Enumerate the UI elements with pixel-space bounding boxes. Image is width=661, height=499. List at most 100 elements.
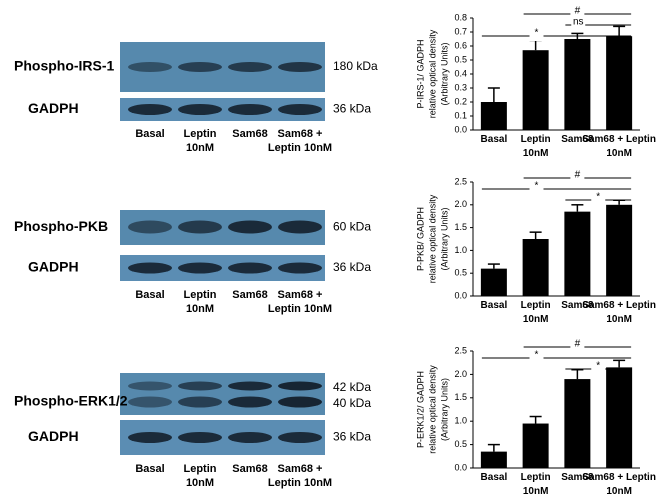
significance-label: * bbox=[596, 192, 600, 203]
label-bg bbox=[529, 184, 544, 194]
size-label: 40 kDa bbox=[333, 396, 371, 410]
significance-label: * bbox=[535, 350, 539, 361]
x-tick-label: Sam68 + Leptin 10nM bbox=[582, 300, 656, 325]
y-tick-label: 0.0 bbox=[454, 462, 467, 472]
x-tick-label: Basal bbox=[480, 300, 508, 311]
band bbox=[178, 396, 222, 408]
band bbox=[278, 432, 322, 443]
bar bbox=[522, 50, 549, 131]
y-tick-label: 1.5 bbox=[454, 392, 467, 402]
y-axis-label: P-PKB/ GADPH bbox=[415, 207, 425, 271]
y-tick-label: 1.0 bbox=[454, 416, 467, 426]
bar bbox=[606, 36, 633, 131]
bar bbox=[480, 268, 507, 296]
protein-label: Phospho-ERK1/2 bbox=[14, 393, 128, 409]
band bbox=[128, 220, 172, 234]
bar bbox=[564, 379, 591, 468]
band bbox=[178, 104, 222, 115]
y-axis-label: relative optical density bbox=[427, 29, 437, 118]
label-bg bbox=[571, 20, 586, 30]
band bbox=[278, 381, 322, 391]
band bbox=[128, 432, 172, 443]
label-bg bbox=[570, 9, 585, 19]
size-label: 42 kDa bbox=[333, 380, 371, 394]
loading-label: GADPH bbox=[28, 259, 79, 275]
lane-label: Basal bbox=[135, 289, 165, 301]
significance-label: # bbox=[575, 6, 581, 17]
lane-label: Sam68 bbox=[232, 128, 268, 140]
y-tick-label: 1.0 bbox=[454, 245, 467, 255]
y-tick-label: 0.0 bbox=[454, 290, 467, 300]
y-tick-label: 2.0 bbox=[454, 199, 467, 209]
band bbox=[128, 62, 172, 72]
y-tick-label: 0.6 bbox=[454, 40, 467, 50]
lane-label: Sam68 bbox=[232, 289, 268, 301]
band bbox=[128, 262, 172, 274]
y-tick-label: 2.5 bbox=[454, 176, 467, 186]
y-tick-label: 0.3 bbox=[454, 82, 467, 92]
band bbox=[278, 62, 322, 72]
lane-label: Sam68 + Leptin 10nM bbox=[267, 289, 333, 315]
blot bbox=[120, 373, 325, 415]
band bbox=[128, 381, 172, 391]
band bbox=[228, 220, 272, 234]
x-tick-label: Leptin 10nM bbox=[520, 472, 551, 497]
y-tick-label: 0.2 bbox=[454, 96, 467, 106]
bar bbox=[480, 451, 507, 468]
y-tick-label: 0.4 bbox=[454, 68, 467, 78]
significance-label: * bbox=[535, 181, 539, 192]
bar bbox=[522, 239, 549, 296]
band bbox=[278, 262, 322, 274]
band bbox=[228, 62, 272, 72]
x-tick-label: Basal bbox=[480, 134, 508, 145]
x-tick-label: Sam68 + Leptin 10nM bbox=[582, 134, 656, 159]
label-bg bbox=[529, 353, 544, 363]
x-tick-label: Leptin 10nM bbox=[520, 300, 551, 325]
y-tick-label: 0.5 bbox=[454, 439, 467, 449]
y-tick-label: 0.7 bbox=[454, 26, 467, 36]
lane-label: Sam68 + Leptin 10nM bbox=[267, 128, 333, 154]
lane-label: Sam68 bbox=[232, 463, 268, 475]
lane-label: Leptin 10nM bbox=[183, 128, 217, 154]
label-bg bbox=[591, 195, 606, 205]
y-tick-label: 2.5 bbox=[454, 345, 467, 355]
size-label: 60 kDa bbox=[333, 220, 371, 234]
band bbox=[278, 104, 322, 115]
label-bg bbox=[529, 31, 544, 41]
band bbox=[178, 432, 222, 443]
bar bbox=[522, 423, 549, 468]
band bbox=[228, 262, 272, 274]
label-bg bbox=[591, 364, 606, 374]
band bbox=[228, 432, 272, 443]
band bbox=[278, 396, 322, 408]
lane-label: Leptin 10nM bbox=[183, 289, 217, 315]
y-axis-label: (Arbitrary Units) bbox=[439, 207, 449, 270]
band bbox=[128, 396, 172, 408]
y-tick-label: 0.0 bbox=[454, 124, 467, 134]
x-tick-label: Basal bbox=[480, 472, 508, 483]
band bbox=[128, 104, 172, 115]
y-axis-label: relative optical density bbox=[427, 194, 437, 283]
lane-label: Sam68 + Leptin 10nM bbox=[267, 463, 333, 489]
x-tick-label: Sam68 + Leptin 10nM bbox=[582, 472, 656, 497]
size-label: 36 kDa bbox=[333, 102, 371, 116]
loading-blot bbox=[120, 98, 325, 121]
x-tick-label: Sam68 bbox=[561, 472, 594, 483]
protein-label: Phospho-PKB bbox=[14, 218, 108, 234]
y-axis-label: (Arbitrary Units) bbox=[439, 378, 449, 441]
protein-label: Phospho-IRS-1 bbox=[14, 58, 115, 74]
y-tick-label: 0.1 bbox=[454, 110, 467, 120]
y-tick-label: 0.5 bbox=[454, 268, 467, 278]
x-tick-label: Sam68 bbox=[561, 134, 594, 145]
significance-label: # bbox=[575, 170, 581, 181]
lane-label: Basal bbox=[135, 128, 165, 140]
x-tick-label: Leptin 10nM bbox=[520, 134, 551, 159]
y-tick-label: 0.8 bbox=[454, 12, 467, 22]
band bbox=[228, 381, 272, 391]
bar bbox=[564, 39, 591, 130]
band bbox=[178, 381, 222, 391]
y-tick-label: 1.5 bbox=[454, 222, 467, 232]
bar bbox=[606, 204, 633, 296]
